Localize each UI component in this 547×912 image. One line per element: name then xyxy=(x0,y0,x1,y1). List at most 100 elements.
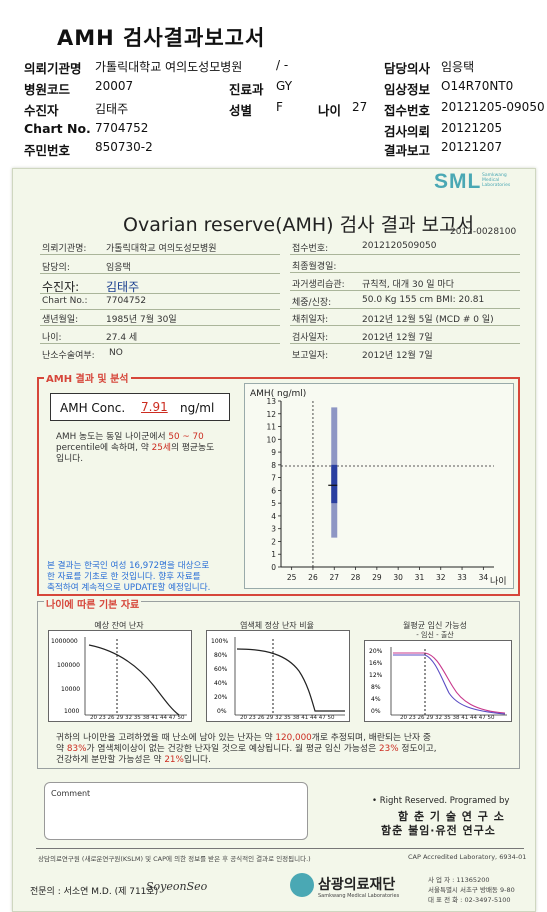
footer-divider xyxy=(36,848,524,849)
small-note: 상담의료연구원 (새로운연구원(KSLM) 및 CAP에 의한 정보를 받은 후… xyxy=(38,855,311,863)
x-tick-label: 29 xyxy=(372,573,382,582)
field-label: Chart No.: xyxy=(42,296,88,306)
y-tick: 10000 xyxy=(61,686,80,693)
chart1-title: 예상 잔여 난자 xyxy=(94,621,144,630)
y-tick-label: 12 xyxy=(266,410,276,419)
address: 서울특별시 서초구 방배동 9-80 xyxy=(428,886,515,894)
amh-conc-value: 7.91 xyxy=(141,400,168,414)
remaining-eggs-plot: 1000000 100000 10000 1000 xyxy=(51,637,187,716)
summary-part: 입니다. xyxy=(183,755,211,765)
sml-logo: SML xyxy=(434,170,482,193)
summary-line: 약 83%가 염색체이상이 없는 건강한 난자일 것으로 예상됩니다. 월 평균… xyxy=(56,744,518,755)
sml-logo-subtitle: Samkwang Medical Laboratories xyxy=(482,173,511,188)
divider xyxy=(290,308,520,309)
y-tick-label: 11 xyxy=(266,423,276,432)
chart3-title: 월평균 임신 가능성 xyxy=(403,621,467,630)
value-requester: 가톨릭대학교 여의도성모병원 xyxy=(95,60,243,74)
x-tick-label: 33 xyxy=(457,573,467,582)
y-tick: 20% xyxy=(214,694,228,701)
summary-line: 건강하게 분만할 가능성은 약 21%입니다. xyxy=(56,755,518,766)
field-label: 최종월경일: xyxy=(292,262,337,272)
box-marks xyxy=(281,401,494,567)
field-value: 규칙적, 대개 30 일 마다 xyxy=(362,280,454,290)
field-value: 가톨릭대학교 여의도성모병원 xyxy=(106,244,217,254)
x-tick-label: 34 xyxy=(479,573,489,582)
value-sex: F xyxy=(276,100,283,114)
divider xyxy=(290,343,520,344)
summary-part: 건강하게 분만할 가능성은 약 xyxy=(56,755,162,765)
label-department: 진료과 xyxy=(229,82,264,97)
x-tick-label: 28 xyxy=(351,573,361,582)
value-age: 27 xyxy=(352,100,368,114)
field-label: 보고일자: xyxy=(292,351,329,361)
pregnancy-chance-chart: 20% 16% 12% 8% 4% 0% xyxy=(364,640,512,722)
summary-part: 정도이고, xyxy=(401,744,437,754)
y-tick-label: 9 xyxy=(271,448,276,457)
field-label: 수진자: xyxy=(42,280,80,294)
iqr-box xyxy=(331,464,338,504)
sheet-title: Ovarian reserve(AMH) 검사 결과 보고서 xyxy=(123,214,475,236)
label-age: 나이 xyxy=(318,103,342,118)
value-doctor: 임응택 xyxy=(441,60,475,74)
field-label: 담당의: xyxy=(42,263,70,273)
basic-data-label: 나이에 따른 기본 자료 xyxy=(44,596,142,611)
result-section-label: AMH 결과 및 분석 xyxy=(44,370,131,385)
divider xyxy=(290,272,520,273)
field-value: 2012년 12월 5일 (MCD # 0 일) xyxy=(362,315,494,325)
summary-part: 약 xyxy=(56,744,65,754)
chart2-x-ticks: 20 23 26 29 32 35 38 41 44 47 50 xyxy=(240,715,335,721)
value-result-report: 20121207 xyxy=(441,140,503,154)
normal-egg-ratio-plot: 100% 80% 60% 40% 20% 0% xyxy=(211,637,345,716)
y-tick: 0% xyxy=(217,708,227,715)
lab-name-2: 함춘 불임·유전 연구소 xyxy=(381,824,496,837)
divider xyxy=(40,343,280,344)
normal-egg-ratio-chart: 100% 80% 60% 40% 20% 0% xyxy=(206,630,350,722)
field-label: 접수번호: xyxy=(292,244,329,254)
interp-part: 의 평균농도 xyxy=(170,443,215,453)
field-label: 과거생리습관: xyxy=(292,280,345,290)
y-tick-label: 2 xyxy=(271,537,276,546)
interp-part: AMH 농도는 동일 나이군에서 xyxy=(56,432,166,442)
field-label: 검사일자: xyxy=(292,333,329,343)
x-axis-label: 나이 xyxy=(490,576,507,587)
y-tick: 100000 xyxy=(57,662,80,669)
field-label: 생년월일: xyxy=(42,315,79,325)
divider xyxy=(290,254,520,255)
y-tick-label: 13 xyxy=(266,397,276,406)
summary-part: 가 염색체이상이 없는 건강한 난자일 것으로 예상됩니다. 월 평균 임신 가… xyxy=(86,744,377,754)
label-receipt-no: 접수번호 xyxy=(384,103,431,118)
label-hospital-code: 병원코드 xyxy=(24,82,71,97)
value-receipt-no: 20121205-09050 xyxy=(441,100,545,114)
note-line: 축적하여 계속적으로 UPDATE할 예정입니다. xyxy=(47,583,211,593)
y-tick: 80% xyxy=(214,652,228,659)
amh-conc-label: AMH Conc. xyxy=(60,401,126,415)
business-reg: 사 업 자 : 11365200 xyxy=(428,876,490,884)
y-tick: 60% xyxy=(214,666,228,673)
y-tick: 1000000 xyxy=(51,638,78,645)
org-subtitle: Samkwang Medical Laboratories xyxy=(318,893,400,899)
label-test-request: 검사의뢰 xyxy=(384,124,431,139)
y-tick-label: 3 xyxy=(271,525,276,534)
sheet-doc-number: 2012-0028100 xyxy=(450,227,517,237)
y-tick-label: 8 xyxy=(271,461,276,470)
x-tick-label: 26 xyxy=(308,573,318,582)
field-value: 2012120509050 xyxy=(362,241,437,251)
value-patient: 김태주 xyxy=(95,102,129,116)
amh-conc-unit: ng/ml xyxy=(180,401,215,415)
y-tick-label: 6 xyxy=(271,486,276,495)
field-label: 의뢰기관명: xyxy=(42,244,87,254)
basic-data-section xyxy=(37,601,520,769)
field-value: 2012년 12월 7일 xyxy=(362,351,433,361)
y-tick: 20% xyxy=(369,648,383,655)
label-patient: 수진자 xyxy=(24,103,59,118)
telephone: 대 표 전 화 : 02-3497-5100 xyxy=(428,896,511,904)
value-ward: / - xyxy=(276,58,289,72)
y-tick: 4% xyxy=(371,696,381,703)
summary-line: 귀하의 나이만을 고려하였을 때 난소에 남아 있는 난자는 약 120,000… xyxy=(56,733,518,744)
summary-part: 귀하의 나이만을 고려하였을 때 난소에 남아 있는 난자는 약 xyxy=(56,733,273,743)
org-name: 삼광의료재단 xyxy=(318,877,396,893)
interp-part: 입니다. xyxy=(56,454,84,464)
field-value: NO xyxy=(109,348,123,358)
